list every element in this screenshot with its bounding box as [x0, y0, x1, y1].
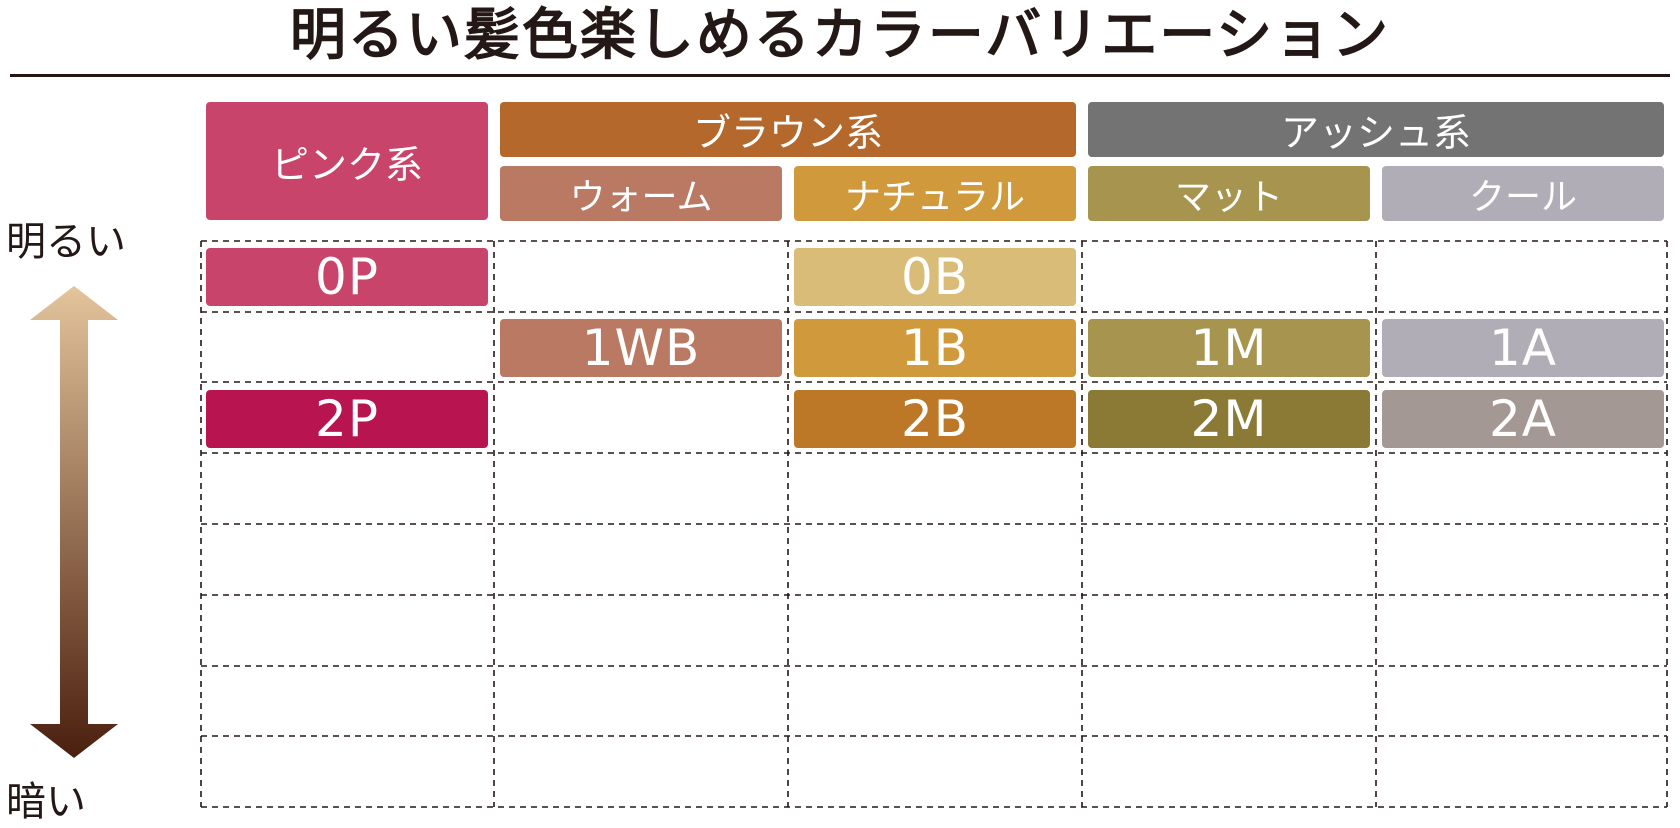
brightness-gradient-arrow — [30, 286, 118, 758]
shade-2A: 2A — [1382, 390, 1664, 448]
subcategory-cool: クール — [1382, 166, 1664, 221]
shade-grid — [200, 240, 1668, 808]
title-underline — [10, 74, 1670, 77]
category-header-brown: ブラウン系 — [500, 102, 1076, 157]
subcategory-natural: ナチュラル — [794, 166, 1076, 221]
shade-1WB: 1WB — [500, 319, 782, 377]
brightness-label-dark: 暗い — [6, 779, 86, 825]
shade-1M: 1M — [1088, 319, 1370, 377]
shade-1A: 1A — [1382, 319, 1664, 377]
shade-2P: 2P — [206, 390, 488, 448]
shade-2B: 2B — [794, 390, 1076, 448]
shade-2M: 2M — [1088, 390, 1370, 448]
shade-0B: 0B — [794, 248, 1076, 306]
brightness-label-bright: 明るい — [6, 219, 126, 265]
subcategory-warm: ウォーム — [500, 166, 782, 221]
page-title: 明るい髪色楽しめるカラーバリエーション — [289, 3, 1391, 68]
subcategory-matte: マット — [1088, 166, 1370, 221]
shade-0P: 0P — [206, 248, 488, 306]
shade-1B: 1B — [794, 319, 1076, 377]
category-header-ash: アッシュ系 — [1088, 102, 1664, 157]
category-header-pink: ピンク系 — [206, 102, 488, 220]
